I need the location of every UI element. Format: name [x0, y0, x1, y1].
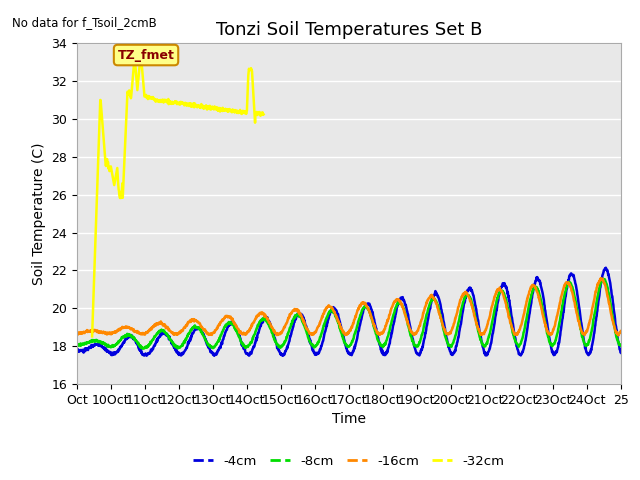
Title: Tonzi Soil Temperatures Set B: Tonzi Soil Temperatures Set B — [216, 21, 482, 39]
Text: No data for f_Tsoil_2cmB: No data for f_Tsoil_2cmB — [12, 16, 156, 29]
Y-axis label: Soil Temperature (C): Soil Temperature (C) — [31, 143, 45, 285]
Text: TZ_fmet: TZ_fmet — [118, 48, 175, 61]
X-axis label: Time: Time — [332, 412, 366, 426]
Legend: -4cm, -8cm, -16cm, -32cm: -4cm, -8cm, -16cm, -32cm — [188, 449, 510, 473]
